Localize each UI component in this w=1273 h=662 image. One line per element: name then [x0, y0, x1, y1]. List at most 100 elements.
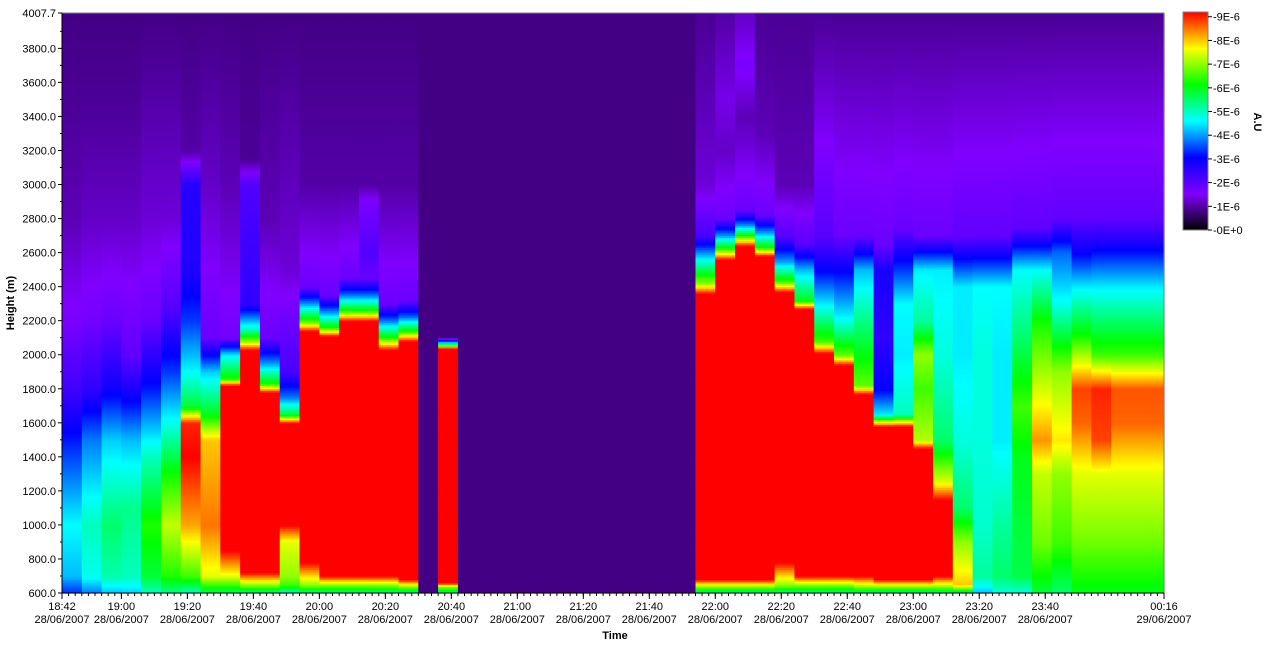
heatmap-cell [62, 468, 83, 472]
heatmap-cell [62, 113, 83, 116]
heatmap-cell [81, 123, 103, 126]
heatmap-cell [141, 318, 162, 322]
heatmap-cell [62, 407, 83, 410]
heatmap-cell [101, 555, 122, 558]
heatmap-cell [62, 458, 83, 461]
heatmap-cell [101, 119, 122, 123]
heatmap-cell [141, 451, 162, 455]
heatmap-cell [101, 135, 122, 138]
heatmap-cell [62, 393, 83, 397]
heatmap-cell [62, 300, 83, 303]
heatmap-cell [141, 400, 162, 403]
heatmap-cell [121, 480, 142, 483]
heatmap-cell [101, 140, 122, 143]
heatmap-cell [121, 509, 142, 512]
heatmap-cell [81, 587, 103, 591]
heatmap-cell [81, 225, 103, 228]
heatmap-cell [62, 223, 83, 226]
heatmap-cell [141, 477, 162, 480]
heatmap-cell [141, 223, 162, 226]
heatmap-cell [101, 300, 122, 303]
heatmap-cell [81, 13, 103, 15]
heatmap-cell [81, 94, 103, 97]
heatmap-cell [101, 283, 122, 286]
heatmap-cell [141, 572, 162, 575]
heatmap-cell [62, 267, 83, 271]
heatmap-cell [101, 478, 122, 482]
heatmap-cell [62, 68, 83, 72]
heatmap-cell [62, 318, 83, 322]
heatmap-cells [62, 13, 1165, 594]
heatmap-cell [62, 43, 83, 46]
heatmap-cell [101, 387, 122, 390]
heatmap-cell [81, 26, 103, 29]
heatmap-cell [62, 310, 83, 313]
heatmap-cell [101, 541, 122, 545]
heatmap-cell [121, 446, 142, 449]
heatmap-cell [62, 196, 83, 199]
heatmap-cell [81, 530, 103, 533]
heatmap-cell [81, 296, 103, 300]
heatmap-cell [141, 521, 162, 524]
heatmap-cell [121, 123, 142, 126]
heatmap-cell [121, 50, 142, 53]
heatmap-cell [121, 410, 142, 414]
heatmap-cell [81, 584, 103, 587]
heatmap-cell [81, 31, 103, 34]
heatmap-cell [81, 63, 103, 66]
heatmap-cell [81, 448, 103, 451]
heatmap-cell [81, 73, 103, 77]
heatmap-cell [121, 67, 142, 70]
heatmap-cell [101, 92, 122, 95]
heatmap-cell [141, 587, 162, 591]
heatmap-cell [121, 591, 142, 594]
heatmap-cell [121, 548, 142, 552]
heatmap-cell [62, 334, 83, 337]
heatmap-cell [121, 581, 142, 584]
heatmap-cell [121, 502, 142, 506]
heatmap-cell [141, 511, 162, 514]
heatmap-cell [101, 358, 122, 361]
heatmap-cell [141, 393, 162, 397]
heatmap-cell [141, 443, 162, 446]
heatmap-cell [81, 60, 103, 63]
heatmap-cell [62, 455, 83, 458]
heatmap-cell [101, 443, 122, 446]
heatmap-cell [81, 461, 103, 465]
heatmap-cell [62, 361, 83, 364]
heatmap-cell [62, 427, 83, 431]
heatmap-cell [101, 548, 122, 552]
heatmap-cell [62, 284, 83, 288]
heatmap-cell [81, 308, 103, 312]
heatmap-cell [62, 533, 83, 536]
heatmap-cell [81, 181, 103, 184]
heatmap-cell [62, 274, 83, 278]
heatmap-cell [62, 109, 83, 112]
heatmap-cell [62, 235, 83, 238]
heatmap-cell [121, 96, 142, 99]
heatmap-cell [121, 456, 142, 460]
heatmap-cell [101, 269, 122, 272]
heatmap-cell [62, 237, 83, 240]
heatmap-cell [141, 296, 162, 300]
heatmap-cell [62, 296, 83, 300]
heatmap-cell [141, 482, 162, 485]
heatmap-cell [81, 361, 103, 364]
heatmap-cell [101, 453, 122, 456]
heatmap-cell [62, 72, 83, 75]
heatmap-cell [121, 553, 142, 557]
heatmap-cell [81, 238, 103, 242]
heatmap-cell [101, 587, 122, 591]
heatmap-cell [81, 443, 103, 446]
heatmap-cell [121, 87, 142, 90]
heatmap-cell [81, 356, 103, 359]
heatmap-cell [81, 48, 103, 51]
heatmap-cell [62, 504, 83, 507]
heatmap-cell [101, 540, 122, 543]
heatmap-cell [141, 233, 162, 237]
heatmap-cell [121, 376, 142, 380]
heatmap-cell [101, 463, 122, 466]
heatmap-cell [62, 298, 83, 301]
heatmap-cell [81, 315, 103, 318]
heatmap-cell [141, 456, 162, 460]
